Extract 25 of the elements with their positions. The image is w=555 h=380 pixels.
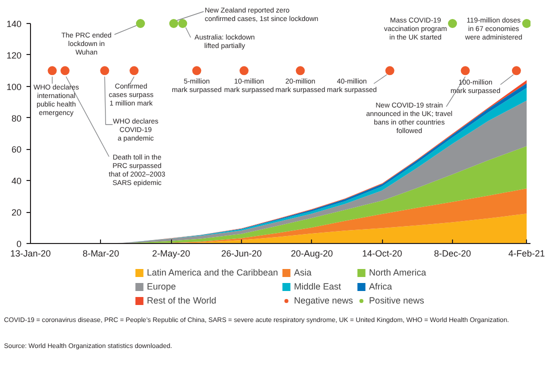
legend-label: Positive news — [369, 294, 424, 306]
x-tick-label: 26-Jun-20 — [221, 248, 262, 258]
x-tick-label: 13-Jan-20 — [10, 248, 51, 258]
legend-label: Negative news — [294, 294, 354, 306]
legend-label: Latin America and the Caribbean — [146, 266, 278, 278]
y-tick-label: 120 — [6, 50, 22, 60]
y-tick-label: 0 — [16, 239, 22, 249]
y-tick-label: 140 — [6, 19, 22, 29]
x-tick-label: 8-Mar-20 — [82, 248, 120, 258]
legend-label: Europe — [146, 280, 176, 292]
x-tick-label: 14-Oct-20 — [362, 248, 402, 258]
x-tick-label: 20-Aug-20 — [290, 248, 333, 258]
x-tick-label: 4-Feb-21 — [508, 248, 545, 258]
y-tick-label: 80 — [11, 113, 22, 124]
y-tick-label: 20 — [11, 208, 22, 218]
x-tick-label: 2-May-20 — [152, 248, 190, 258]
legend-label: North America — [369, 266, 426, 278]
y-tick-label: 40 — [11, 176, 22, 186]
x-tick-label: 8-Dec-20 — [434, 248, 472, 258]
legend-label: Asia — [294, 266, 313, 278]
y-tick-label: 100 — [6, 82, 22, 92]
y-tick-label: 60 — [11, 144, 22, 155]
legend-label: Middle East — [294, 280, 342, 292]
legend-label: Rest of the World — [146, 294, 216, 306]
legend-label: Africa — [369, 280, 392, 292]
